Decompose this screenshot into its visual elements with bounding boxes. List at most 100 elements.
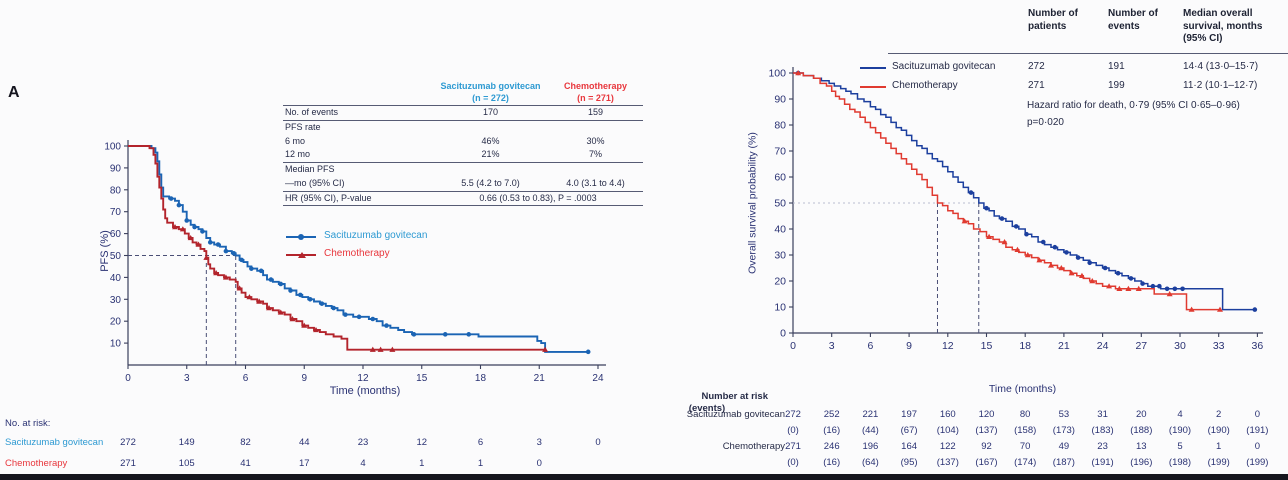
at-risk-count: 149: [178, 437, 195, 448]
at-risk-events: (158): [1014, 425, 1037, 436]
x-tick-label: 30: [1174, 340, 1186, 352]
y-tick-label: 30: [110, 295, 122, 306]
censor-marker-circle-icon: [585, 349, 591, 355]
y-tick-label: 40: [110, 273, 122, 284]
censor-marker-triangle-icon: [1058, 265, 1065, 271]
at-risk-count: 1: [1216, 441, 1222, 452]
header-median-os: Median overall survival, months (95% CI): [1183, 8, 1263, 44]
y-tick-label: 100: [104, 142, 121, 153]
censor-marker-triangle-icon: [1089, 278, 1096, 284]
right-at-risk-subtitle: (events): [688, 403, 726, 414]
at-risk-count: 23: [357, 437, 369, 448]
at-risk-events: (187): [1052, 457, 1075, 468]
censor-marker-circle-icon: [1252, 307, 1258, 312]
at-risk-events: (183): [1091, 425, 1114, 436]
censor-marker-circle-icon: [984, 205, 989, 211]
censor-marker-triangle-icon: [187, 234, 194, 241]
row-value: 46%: [481, 135, 500, 146]
x-tick-label: 3: [184, 373, 190, 384]
at-risk-count: 246: [823, 441, 840, 452]
at-risk-count: 4: [360, 458, 366, 469]
bottom-divider-bar: [0, 474, 1288, 480]
censor-marker-triangle-icon: [1014, 246, 1021, 252]
km-curve-chemotherapy: [128, 145, 546, 351]
right-x-axis-label: Time (months): [988, 383, 1057, 395]
header-line: (n = 271): [577, 92, 614, 103]
at-risk-count: 120: [978, 409, 995, 420]
table-header-rule: [888, 53, 1288, 54]
at-risk-events: (44): [861, 425, 879, 436]
at-risk-events: (137): [975, 425, 998, 436]
x-tick-label: 6: [867, 340, 873, 352]
at-risk-count: 13: [1136, 441, 1147, 452]
censor-marker-circle-icon: [1024, 231, 1029, 237]
at-risk-events: (167): [975, 457, 998, 468]
at-risk-count: 0: [1254, 409, 1261, 420]
left-at-risk-label-chemotherapy: Chemotherapy: [5, 458, 68, 469]
y-tick-label: 50: [110, 251, 122, 262]
x-tick-label: 18: [1019, 340, 1031, 352]
at-risk-count: 1: [419, 458, 425, 469]
os-median-sacituzumab: 14·4 (13·0–15·7): [1183, 61, 1259, 72]
os-patients-chemotherapy: 271: [1028, 80, 1045, 91]
row-label: 12 mo: [283, 148, 433, 164]
censor-marker-circle-icon: [466, 332, 472, 337]
at-risk-count: 3: [536, 437, 542, 448]
empty-header-cell: [283, 80, 433, 107]
censor-marker-circle-icon: [1150, 283, 1156, 289]
at-risk-count: 82: [240, 437, 251, 448]
y-tick-label: 20: [110, 317, 122, 328]
left-at-risk-title: No. at risk:: [5, 418, 51, 429]
row-label: HR (95% CI), P-value: [283, 191, 433, 207]
legend-label-sacituzumab: Sacituzumab govitecan: [324, 230, 428, 241]
legend-item-chemotherapy: Chemotherapy: [286, 248, 456, 261]
os-chemotherapy-line-icon: [860, 86, 886, 88]
table-row: PFS rate: [283, 121, 643, 135]
chemotherapy-line-triangle-icon: [286, 252, 316, 258]
y-tick-label: 10: [110, 339, 122, 350]
at-risk-events: (16): [823, 425, 841, 436]
censor-marker-triangle-icon: [1106, 283, 1113, 289]
row-value: [548, 121, 643, 135]
row-label: —mo (95% CI): [283, 176, 433, 192]
table-row: 12 mo 21% 7%: [283, 148, 643, 164]
row-value: 30%: [586, 135, 605, 146]
at-risk-count: 4: [1177, 409, 1183, 420]
row-value: 21%: [433, 148, 548, 164]
legend-label-chemotherapy: Chemotherapy: [324, 248, 390, 259]
x-tick-label: 6: [243, 373, 249, 384]
x-tick-label: 21: [534, 373, 546, 384]
at-risk-count: 197: [901, 409, 918, 420]
y-tick-label: 80: [774, 120, 786, 132]
at-risk-count: 164: [901, 441, 918, 452]
censor-marker-triangle-icon: [389, 346, 396, 352]
row-value: [548, 163, 643, 177]
at-risk-events: (104): [936, 425, 959, 436]
x-tick-label: 0: [125, 373, 131, 384]
x-tick-label: 15: [416, 373, 428, 384]
censor-marker-circle-icon: [268, 277, 274, 282]
censor-marker-triangle-icon: [179, 226, 186, 232]
censor-marker-circle-icon: [1040, 239, 1046, 245]
censor-marker-circle-icon: [1128, 276, 1134, 281]
censor-marker-circle-icon: [184, 218, 190, 223]
at-risk-count: 2: [1216, 409, 1222, 420]
censor-marker-circle-icon: [215, 242, 221, 247]
censor-marker-circle-icon: [1087, 260, 1092, 266]
censor-marker-triangle-icon: [1001, 239, 1008, 245]
at-risk-count: 252: [823, 409, 840, 420]
row-label: 6 mo: [285, 135, 306, 146]
censor-marker-circle-icon: [258, 268, 264, 274]
censor-marker-triangle-icon: [1078, 272, 1085, 278]
at-risk-events: (190): [1168, 425, 1192, 436]
y-tick-label: 10: [774, 302, 786, 314]
y-tick-label: 60: [774, 172, 786, 184]
at-risk-count: 105: [178, 458, 195, 469]
censor-marker-circle-icon: [307, 297, 313, 302]
x-tick-label: 24: [1097, 340, 1109, 352]
at-risk-events: (190): [1207, 425, 1230, 436]
at-risk-events: (16): [823, 457, 841, 468]
os-events-chemotherapy: 199: [1108, 80, 1125, 91]
left-at-risk-label-sacituzumab: Sacituzumab govitecan: [5, 437, 104, 448]
y-tick-label: 20: [774, 276, 786, 288]
